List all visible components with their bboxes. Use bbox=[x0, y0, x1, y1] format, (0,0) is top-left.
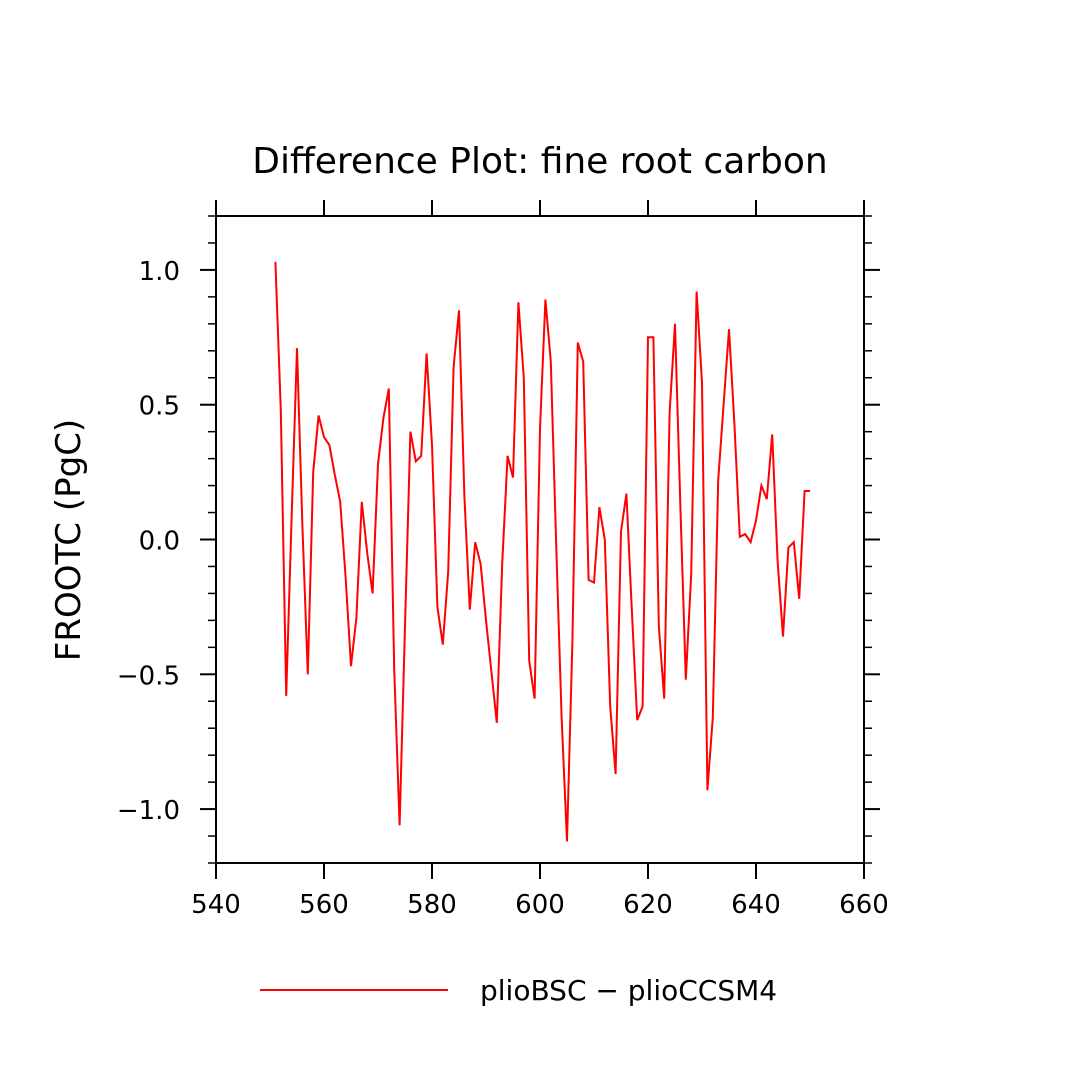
plot-frame bbox=[215, 215, 865, 864]
y-tick-label: −0.5 bbox=[117, 661, 180, 691]
x-tick-label: 600 bbox=[515, 890, 565, 920]
legend-entry-label: plioBSC − plioCCSM4 bbox=[480, 974, 777, 1007]
x-tick-label: 620 bbox=[623, 890, 673, 920]
chart-title: Difference Plot: fine root carbon bbox=[252, 141, 828, 182]
y-axis-label: FROOTC (PgC) bbox=[49, 419, 89, 661]
x-tick-label: 540 bbox=[191, 890, 241, 920]
plot-border bbox=[215, 215, 865, 864]
y-tick-label: 0.0 bbox=[139, 527, 180, 557]
x-tick-label: 560 bbox=[299, 890, 349, 920]
y-tick-label: 1.0 bbox=[139, 257, 180, 287]
y-axis: −1.0 −0.5 0.0 0.5 1.0 bbox=[117, 215, 880, 864]
x-tick-label: 640 bbox=[731, 890, 781, 920]
data-series bbox=[274, 261, 811, 842]
x-axis: 540 560 580 600 620 640 660 bbox=[191, 200, 889, 920]
legend: plioBSC − plioCCSM4 bbox=[260, 974, 777, 1007]
series-line bbox=[274, 261, 810, 842]
y-tick-label: 0.5 bbox=[139, 392, 180, 422]
y-tick-label: −1.0 bbox=[117, 796, 180, 826]
x-tick-label: 580 bbox=[407, 890, 457, 920]
x-tick-label: 660 bbox=[839, 890, 889, 920]
